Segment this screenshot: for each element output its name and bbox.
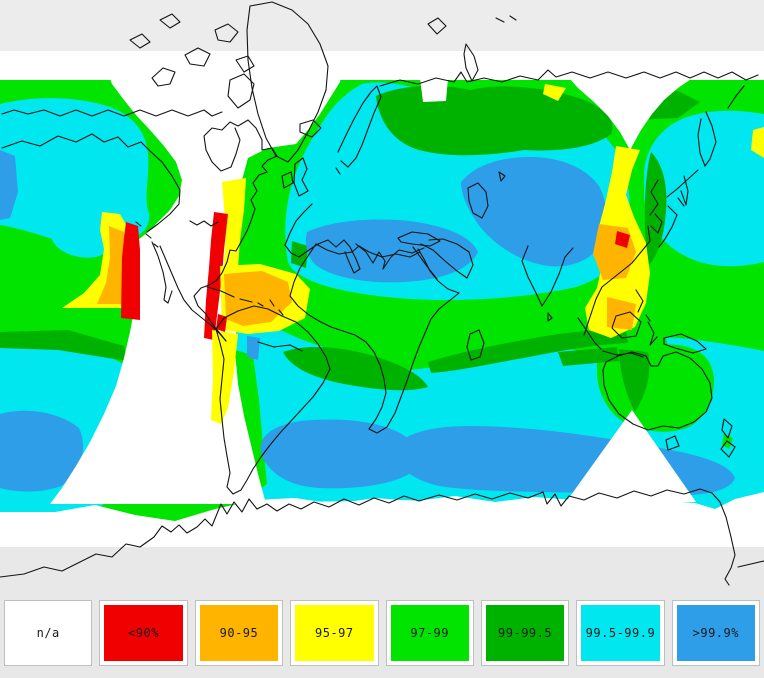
- region-ecuador-red: [216, 314, 227, 332]
- legend-label-99-995: 99-99.5: [498, 626, 553, 640]
- region-right-edge-yellow: [751, 127, 764, 158]
- availability-legend: n/a <90% 90-95 95-97 97-99 99-99.5 99.5-…: [0, 600, 764, 666]
- region-scandinavia-darkgreen: [376, 85, 613, 156]
- region-centralasia-blue: [461, 157, 607, 267]
- region-andes-yellow: [211, 330, 238, 424]
- coastline-india: [521, 245, 574, 322]
- region-japan-east-darkgreen: [644, 152, 667, 265]
- top-gray-band: [0, 0, 764, 51]
- coastlines: [0, 1, 764, 586]
- region-npacific-cyan: [0, 98, 150, 245]
- legend-item-99-995: 99-99.5: [480, 600, 570, 666]
- legend-label-above-999: >99.9%: [692, 626, 739, 640]
- coastline-new-zealand: [720, 418, 736, 458]
- coastline-great-lakes: [189, 220, 219, 227]
- region-spacific-darkgreen-fringe: [0, 330, 127, 361]
- region-novaya-na-notch: [420, 78, 448, 102]
- legend-label-995-999: 99.5-99.9: [585, 626, 656, 640]
- legend-swatch-above-999: >99.9%: [676, 605, 755, 661]
- coastline-iceland: [299, 119, 322, 138]
- coastline-labrador-hudson: [203, 119, 263, 172]
- region-japan-red-spot: [615, 231, 630, 248]
- coastline-caspian-aral: [467, 171, 506, 219]
- coastline-europe-mediterranean: [284, 203, 425, 274]
- legend-swatch-90-95: 90-95: [199, 605, 279, 661]
- region-siberia-yellow-sliver: [543, 84, 566, 101]
- region-antarctic-na-triangle: [566, 410, 696, 502]
- legend-label-90-95: 90-95: [219, 626, 259, 640]
- coastline-caribbean-islands: [206, 286, 284, 316]
- region-satlantic-blue: [260, 419, 418, 489]
- coastline-uk-ireland: [281, 157, 309, 197]
- coastline-antarctica: [0, 488, 764, 586]
- coastline-arctic-canada: [1, 109, 223, 117]
- legend-swatch-below-90: <90%: [104, 605, 183, 661]
- legend-swatch-na: n/a: [9, 605, 88, 661]
- legend-item-below-90: <90%: [99, 600, 188, 666]
- region-indian-darkgreen-fringe: [428, 329, 628, 373]
- region-nwpacific-cyan: [644, 110, 764, 267]
- legend-item-97-99: 97-99: [385, 600, 474, 666]
- region-newfoundland-yellow: [222, 178, 246, 268]
- legend-label-na: n/a: [36, 626, 60, 640]
- legend-item-90-95: 90-95: [194, 600, 284, 666]
- legend-swatch-95-97: 95-97: [295, 605, 374, 661]
- legend-swatch-995-999: 99.5-99.9: [581, 605, 660, 661]
- coastline-channel-islands: [135, 221, 159, 248]
- region-satlantic-darkgreen: [283, 347, 428, 391]
- region-northamerica-na-wedge: [50, 52, 345, 504]
- region-australia-darkgreen-tongue: [619, 349, 650, 412]
- region-left-red-stripe: [121, 222, 140, 320]
- coastline-canadian-archipelago: [129, 13, 255, 109]
- region-right-red-stripe: [204, 212, 228, 340]
- coastline-japan: [658, 197, 685, 248]
- legend-swatch-99-995: 99-99.5: [485, 605, 565, 661]
- coastline-redsea-arabia: [412, 238, 474, 280]
- legend-label-95-97: 95-97: [315, 626, 354, 640]
- legend-label-97-99: 97-99: [410, 626, 449, 640]
- coastline-alaska-westcoast: [1, 133, 181, 233]
- coastline-africa: [289, 243, 460, 434]
- availability-regions: [0, 52, 764, 560]
- coastline-russia-north: [379, 69, 759, 87]
- region-venezuela-darkgreen: [291, 241, 308, 268]
- legend-item-above-999: >99.9%: [671, 600, 760, 666]
- coastline-kamchatka-okhotsk: [666, 85, 745, 206]
- region-andes-blue-sliver: [247, 336, 260, 360]
- legend-swatch-97-99: 97-99: [390, 605, 469, 661]
- coastline-madagascar: [466, 329, 485, 361]
- coastline-east-asia: [583, 179, 663, 336]
- coastline-greenland: [246, 1, 329, 163]
- region-sahara-blue: [305, 219, 478, 283]
- region-spacific-blue: [0, 410, 84, 492]
- coastline-south-america: [215, 305, 331, 495]
- coastline-scandinavia: [335, 85, 382, 175]
- region-chile-green-strip: [235, 350, 267, 492]
- coastline-australia: [602, 351, 713, 451]
- legend-label-below-90: <90%: [128, 626, 160, 640]
- coastline-black-sea: [397, 231, 441, 247]
- legend-item-995-999: 99.5-99.9: [576, 600, 665, 666]
- coastline-gulf-eastcoast: [193, 147, 278, 342]
- legend-item-na: n/a: [4, 600, 93, 666]
- region-left-edge-blue: [0, 150, 18, 220]
- region-antarctica-na-band: [0, 492, 764, 560]
- legend-item-95-97: 95-97: [290, 600, 379, 666]
